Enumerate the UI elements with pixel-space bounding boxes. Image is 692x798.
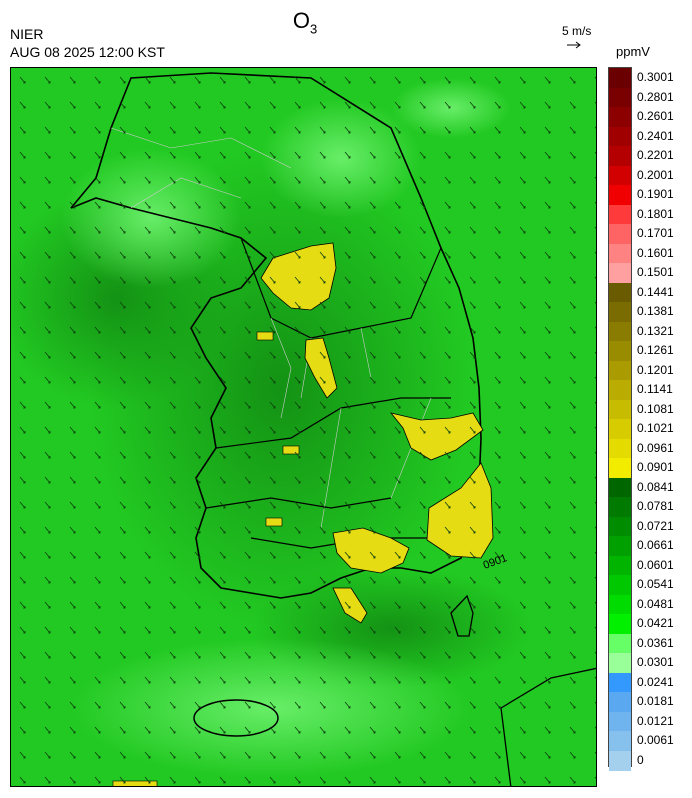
colorbar-swatch (609, 68, 631, 88)
colorbar-swatch (609, 575, 631, 595)
colorbar-swatch (609, 360, 631, 381)
colorbar-tick-label: 0.2601 (637, 109, 674, 123)
map-title: O3 (0, 8, 610, 36)
colorbar-tick-label: 0.1801 (637, 206, 674, 221)
colorbar-swatch (609, 204, 631, 225)
colorbar-swatch (609, 321, 631, 342)
colorbar-tick-label: 0.1701 (637, 226, 674, 240)
colorbar-swatch (609, 516, 631, 537)
colorbar-swatch (609, 165, 631, 186)
colorbar-swatch (609, 614, 631, 634)
colorbar-swatch (609, 107, 631, 127)
colorbar-swatch (609, 87, 631, 108)
colorbar-tick-label: 0.2401 (637, 128, 674, 143)
colorbar-swatch (609, 380, 631, 400)
colorbar-swatch (609, 185, 631, 205)
colorbar-swatch (609, 750, 631, 771)
colorbar-swatch (609, 419, 631, 439)
colorbar-tick-label: 0.0421 (637, 616, 674, 630)
colorbar-tick-label: 0.0601 (637, 557, 674, 572)
species-subscript: 3 (309, 21, 318, 37)
colorbar-swatch (609, 731, 631, 751)
vector-scale-label: 5 m/s (562, 24, 592, 38)
colorbar-swatch (609, 555, 631, 576)
colorbar-swatch (609, 477, 631, 498)
colorbar-swatch (609, 692, 631, 712)
colorbar-swatch (609, 399, 631, 420)
colorbar-tick-label: 0.0721 (637, 518, 674, 533)
colorbar-tick-label: 0.0901 (637, 460, 674, 474)
colorbar-tick-label: 0.2801 (637, 89, 674, 104)
colorbar (608, 67, 632, 771)
colorbar-tick-label: 0.1901 (637, 187, 674, 201)
colorbar-tick-label: 0.1201 (637, 362, 674, 377)
colorbar-swatch (609, 633, 631, 654)
colorbar-swatch (609, 672, 631, 693)
colorbar-tick-label: 0.0301 (637, 655, 674, 669)
colorbar-swatch (609, 282, 631, 303)
colorbar-tick-label: 0.0841 (637, 479, 674, 494)
colorbar-tick-label: 0.2001 (637, 167, 674, 182)
colorbar-tick-label: 0.0781 (637, 499, 674, 513)
colorbar-swatch (609, 243, 631, 264)
colorbar-swatch (609, 126, 631, 147)
unit-label: ppmV (616, 44, 650, 59)
colorbar-tick-label: 0.0121 (637, 713, 674, 728)
colorbar-swatch (609, 438, 631, 459)
colorbar-tick-label: 0.2201 (637, 148, 674, 162)
colorbar-tick-label: 0.0181 (637, 694, 674, 708)
colorbar-tick-label: 0.0541 (637, 577, 674, 591)
colorbar-tick-label: 0.1501 (637, 265, 674, 279)
vector-scale-arrow-icon (567, 41, 581, 49)
colorbar-swatch (609, 594, 631, 615)
colorbar-tick-label: 0 (637, 752, 644, 767)
colorbar-tick-label: 0.0961 (637, 440, 674, 455)
colorbar-tick-label: 0.0061 (637, 733, 674, 747)
colorbar-tick-label: 0.0241 (637, 674, 674, 689)
colorbar-swatch (609, 458, 631, 478)
colorbar-swatch (609, 302, 631, 322)
colorbar-tick-label: 0.1021 (637, 421, 674, 435)
colorbar-tick-label: 0.1321 (637, 323, 674, 338)
species-name: O (292, 8, 310, 33)
agency-label: NIER (10, 26, 44, 42)
colorbar-tick-label: 0.1261 (637, 343, 674, 357)
colorbar-swatch (609, 263, 631, 283)
colorbar-swatch (609, 224, 631, 244)
colorbar-tick-label: 0.0361 (637, 635, 674, 650)
colorbar-tick-label: 0.0481 (637, 596, 674, 611)
colorbar-swatch (609, 653, 631, 673)
colorbar-tick-label: 0.1081 (637, 401, 674, 416)
wind-vector-field (11, 68, 596, 786)
colorbar-swatch (609, 146, 631, 166)
colorbar-tick-label: 0.3001 (637, 70, 674, 84)
colorbar-tick-label: 0.1601 (637, 245, 674, 260)
ozone-map[interactable]: 0901 (10, 67, 597, 787)
colorbar-tick-label: 0.1141 (637, 382, 673, 396)
colorbar-tick-label: 0.0661 (637, 538, 674, 552)
colorbar-tick-label: 0.1441 (637, 284, 674, 299)
colorbar-swatch (609, 497, 631, 517)
map-canvas (11, 68, 596, 786)
colorbar-tick-label: 0.1381 (637, 304, 674, 318)
colorbar-swatch (609, 536, 631, 556)
colorbar-swatch (609, 341, 631, 361)
colorbar-swatch (609, 711, 631, 732)
timestamp-label: AUG 08 2025 12:00 KST (10, 44, 165, 60)
